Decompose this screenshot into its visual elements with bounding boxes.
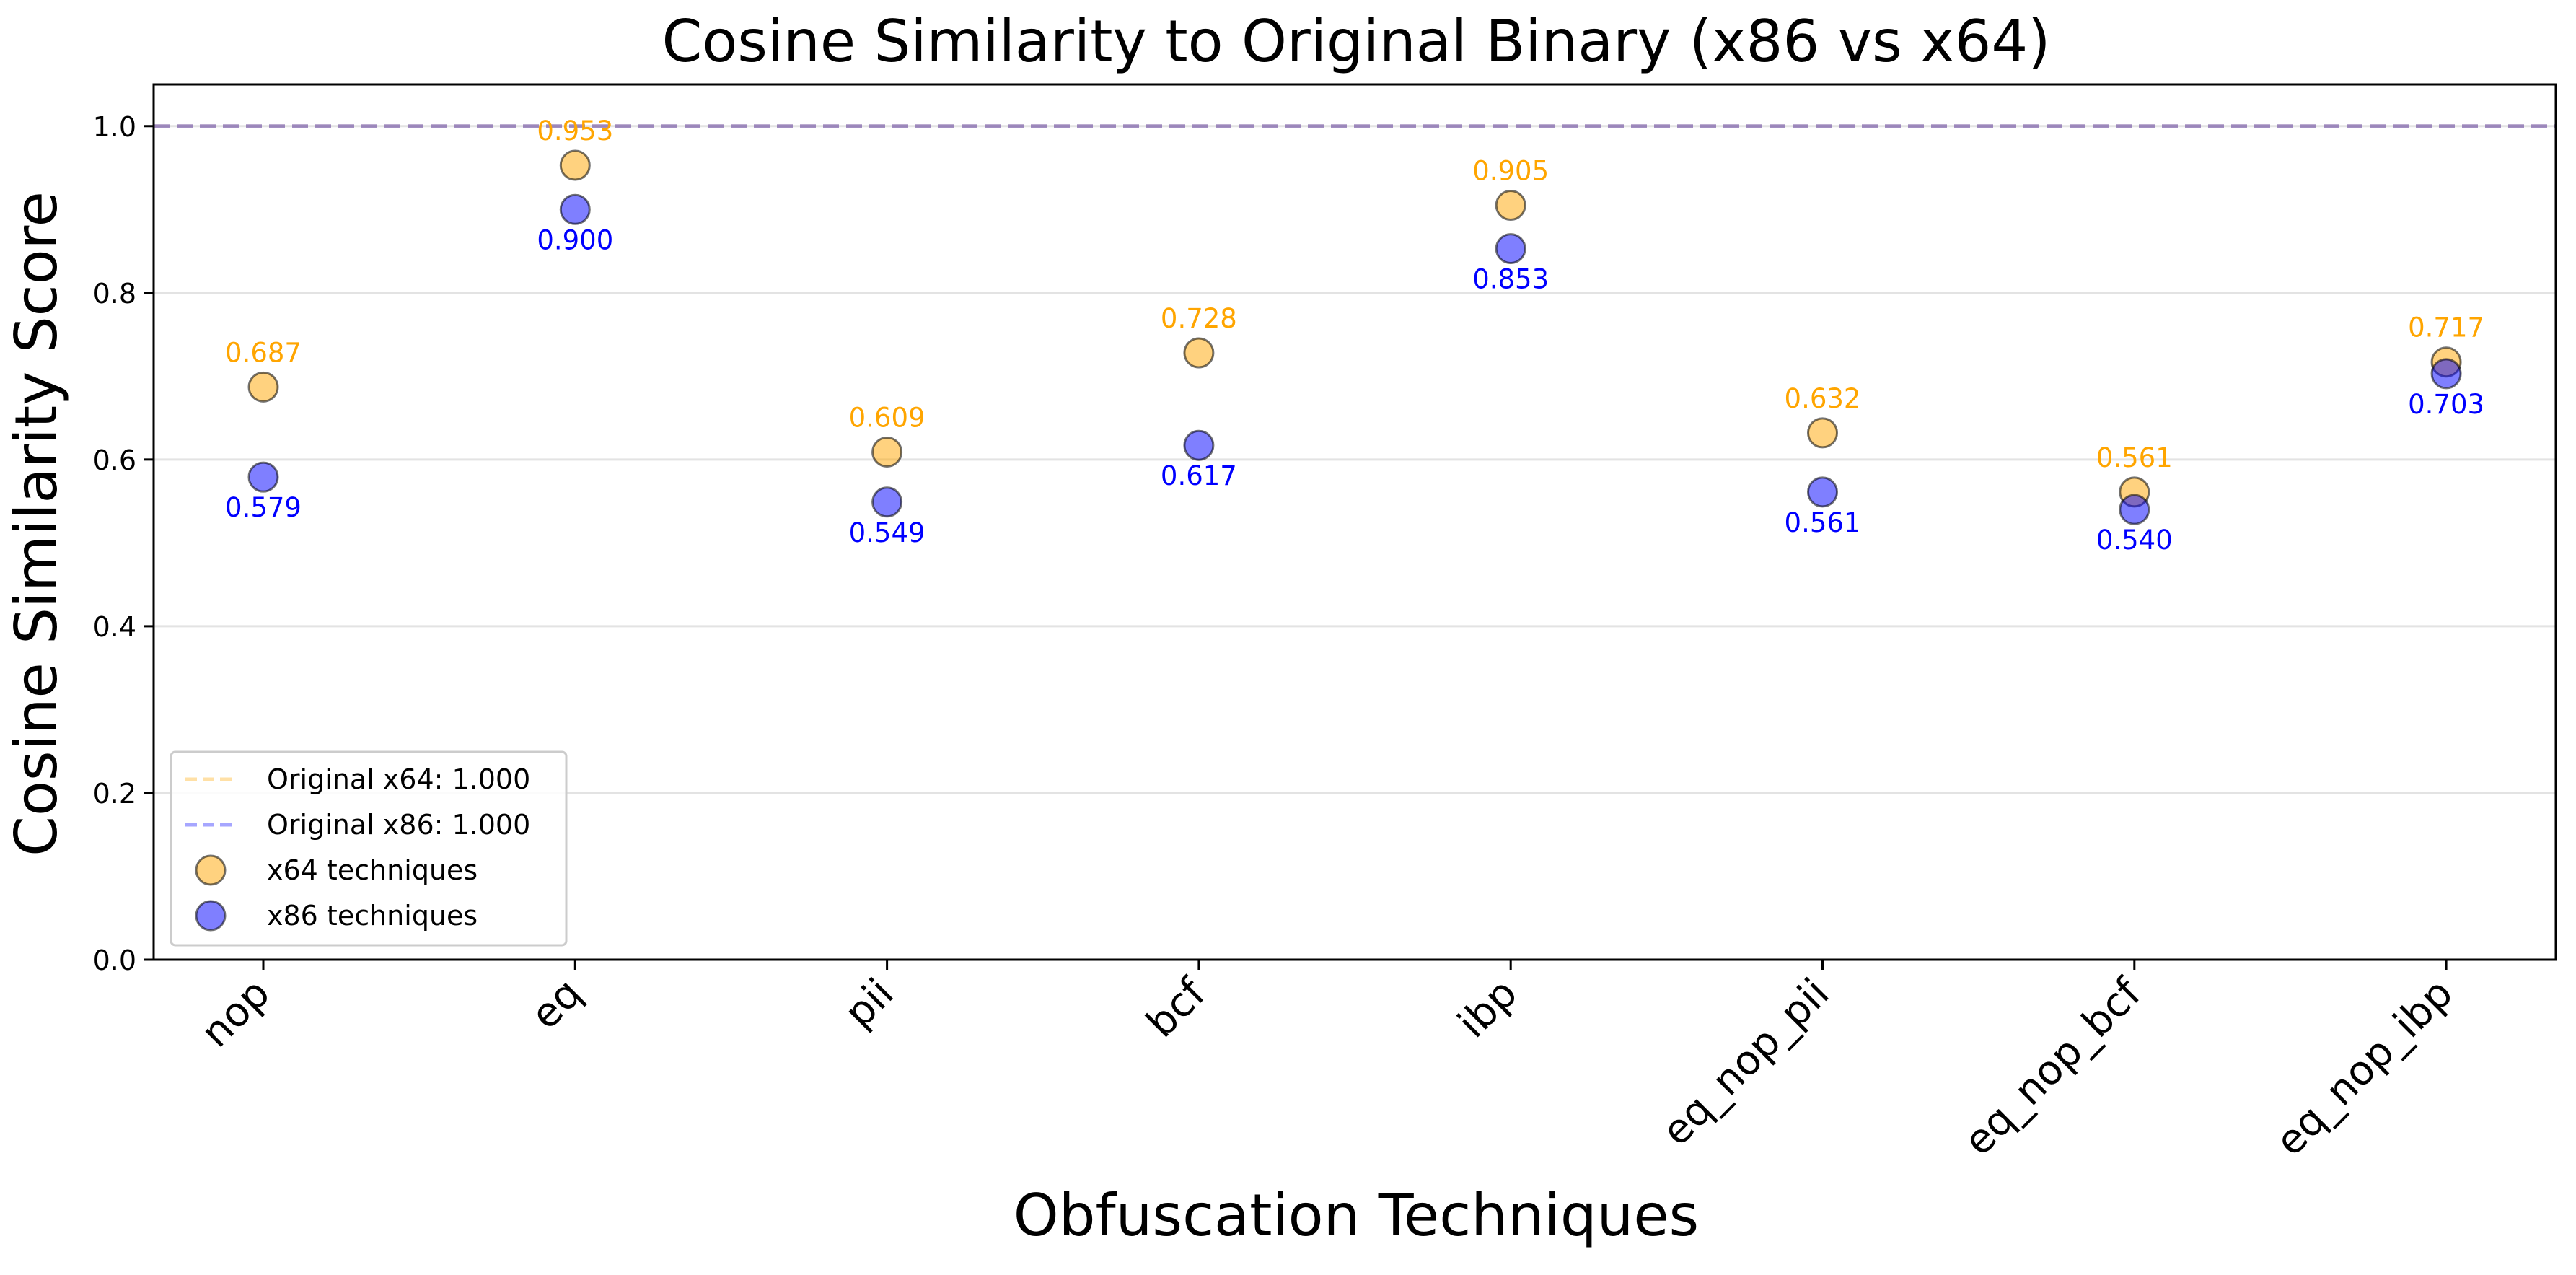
legend-swatch-marker: [195, 854, 227, 886]
x64-data-label: 0.609: [849, 402, 926, 433]
legend-label: x86 techniques: [267, 900, 478, 932]
y-axis-title: Cosine Similarity Score: [3, 191, 70, 856]
x64-point: [1183, 337, 1215, 369]
x64-point: [247, 371, 279, 403]
x64-data-label: 0.687: [225, 337, 302, 368]
y-tick-label: 0.2: [93, 778, 136, 810]
x86-data-label: 0.853: [1472, 264, 1549, 295]
y-tick-label: 0.0: [93, 945, 136, 976]
y-tick-label: 1.0: [93, 111, 136, 143]
x86-point: [2119, 494, 2150, 525]
x86-point: [871, 486, 903, 518]
y-tick-label: 0.6: [93, 444, 136, 476]
chart-title: Cosine Similarity to Original Binary (x8…: [661, 8, 2050, 75]
x64-data-label: 0.561: [2096, 442, 2173, 473]
x86-point: [1807, 476, 1838, 508]
x64-point: [871, 436, 903, 468]
legend: Original x64: 1.000 Original x86: 1.000 x6…: [170, 750, 568, 947]
x86-data-label: 0.703: [2408, 389, 2484, 420]
legend-box: [170, 750, 568, 947]
y-tick-label: 0.8: [93, 278, 136, 310]
x86-data-label: 0.579: [225, 492, 302, 523]
x86-point: [2430, 358, 2462, 390]
x64-point: [1807, 417, 1838, 449]
x86-data-label: 0.540: [2096, 525, 2173, 556]
data-labels: 0.687 0.953 0.609 0.728 0.905 0.632 0.561 0.717…: [225, 115, 2484, 556]
x86-data-label: 0.549: [849, 517, 926, 548]
x86-data-label: 0.561: [1785, 507, 1861, 538]
legend-swatch-marker: [195, 900, 227, 932]
x86-point: [247, 461, 279, 493]
plot-frame: [152, 83, 2557, 961]
legend-label: Original x86: 1.000: [267, 809, 530, 841]
x86-data-label: 0.900: [537, 224, 613, 255]
x64-data-label: 0.632: [1785, 383, 1861, 414]
y-tick-label: 0.4: [93, 611, 136, 643]
x86-point: [1495, 233, 1526, 265]
x64-point: [559, 149, 591, 181]
x64-point: [1495, 190, 1526, 222]
data-points: [247, 149, 2462, 525]
x64-data-label: 0.717: [2408, 312, 2484, 343]
x-axis-title: Obfuscation Techniques: [1014, 1182, 1699, 1249]
x64-data-label: 0.953: [537, 115, 613, 146]
x86-point: [1183, 429, 1215, 461]
x86-point: [559, 193, 591, 225]
legend-label: Original x64: 1.000: [267, 763, 530, 795]
x64-data-label: 0.905: [1472, 156, 1549, 187]
x86-data-label: 0.617: [1161, 460, 1237, 491]
x64-data-label: 0.728: [1161, 303, 1237, 334]
legend-label: x64 techniques: [267, 854, 478, 886]
